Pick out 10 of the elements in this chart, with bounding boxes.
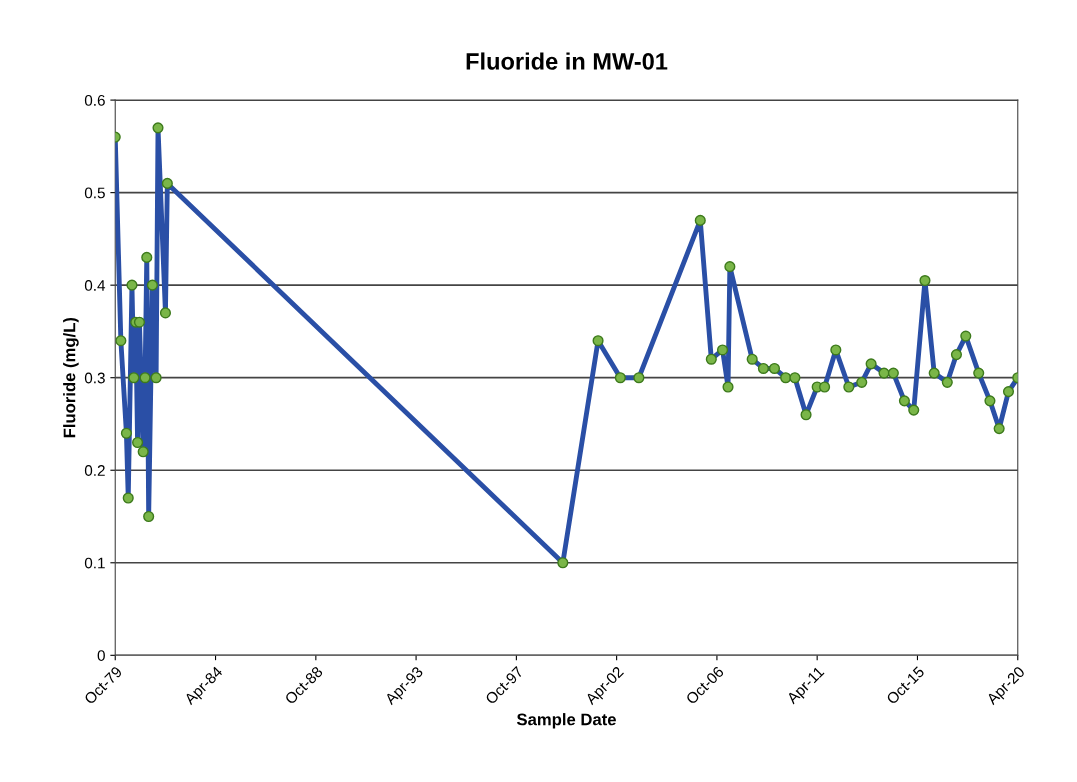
y-tick-label: 0.4 bbox=[84, 280, 106, 291]
y-tick-label: 0.2 bbox=[84, 465, 105, 476]
y-tick-label: 0.6 bbox=[84, 94, 105, 106]
chart-title: Fluoride in MW-01 bbox=[466, 52, 668, 70]
x-axis-title: Sample Date bbox=[516, 713, 616, 729]
y-tick-label: 0.5 bbox=[84, 187, 105, 199]
y-tick-label: 0.3 bbox=[84, 372, 105, 384]
y-tick-label: 0 bbox=[97, 650, 105, 661]
y-tick-label: 0.1 bbox=[84, 557, 105, 569]
y-axis-title: Fluoride (mg/L) bbox=[63, 317, 79, 438]
